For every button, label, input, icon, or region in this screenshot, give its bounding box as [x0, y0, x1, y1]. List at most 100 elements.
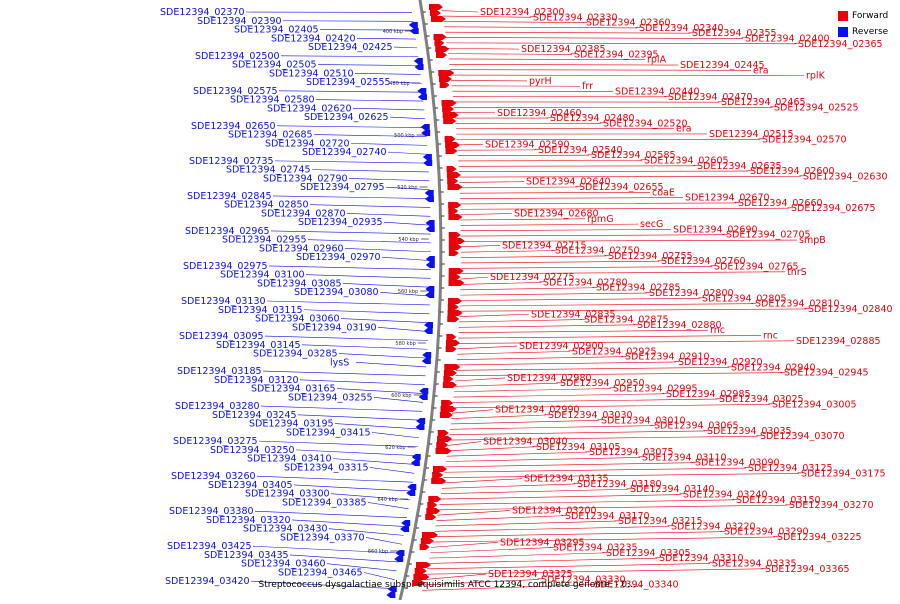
reverse-gene-label: SDE12394_03080 — [294, 287, 379, 298]
forward-gene-label: rplK — [806, 71, 826, 82]
forward-gene-label: SDE12394_02885 — [796, 336, 881, 347]
reverse-gene-label: SDE12394_03385 — [282, 497, 367, 508]
reverse-leader-line — [318, 65, 420, 66]
forward-gene — [449, 238, 465, 244]
reverse-gene-label: SDE12394_02625 — [304, 112, 389, 123]
forward-leader-line — [455, 378, 505, 381]
forward-leader-line — [456, 367, 729, 370]
forward-leader-line — [451, 420, 599, 424]
reverse-gene — [409, 22, 418, 28]
forward-gene — [428, 496, 441, 502]
forward-gene — [441, 400, 453, 406]
forward-gene-label: rplA — [647, 55, 667, 66]
forward-leader-line — [453, 399, 717, 402]
reverse-gene-label: SDE12394_03415 — [286, 427, 371, 438]
forward-gene — [447, 166, 457, 172]
forward-gene — [438, 430, 449, 436]
reverse-leader-line — [372, 432, 419, 438]
reverse-gene — [394, 556, 403, 562]
forward-leader-line — [457, 357, 623, 360]
forward-leader-line — [445, 463, 693, 467]
reverse-leader-line — [364, 572, 395, 579]
forward-leader-line — [458, 335, 761, 338]
forward-gene — [420, 544, 430, 550]
forward-leader-line — [450, 426, 652, 430]
tick-label: 580 kbp — [395, 341, 415, 347]
forward-gene — [436, 448, 452, 454]
forward-leader-line — [442, 484, 575, 488]
reverse-gene-label: SDE12394_02935 — [298, 217, 383, 228]
forward-gene — [448, 208, 458, 214]
reverse-gene-label: SDE12394_03285 — [253, 349, 338, 360]
reverse-gene — [412, 454, 421, 460]
reverse-gene-label: SDE12394_03315 — [284, 462, 369, 473]
reverse-gene — [407, 484, 416, 490]
forward-leader-line — [460, 309, 806, 311]
forward-gene-label: SDE12394_02705 — [726, 230, 811, 241]
reverse-leader-line — [394, 47, 417, 48]
reverse-gene — [414, 58, 423, 64]
forward-gene — [435, 46, 449, 52]
forward-leader-line — [461, 245, 500, 247]
forward-leader-line — [442, 11, 478, 12]
forward-gene — [446, 340, 460, 346]
legend-forward: Forward — [838, 8, 888, 24]
reverse-leader-line — [349, 178, 429, 180]
reverse-gene — [426, 262, 435, 268]
forward-gene — [446, 334, 456, 340]
reverse-leader-line — [277, 126, 426, 128]
forward-leader-line — [460, 214, 512, 215]
forward-gene — [443, 376, 453, 382]
forward-gene-label: SDE12394_02445 — [680, 60, 765, 71]
forward-leader-line — [447, 43, 796, 44]
reverse-leader-line — [283, 21, 413, 22]
reverse-leader-line — [312, 170, 429, 172]
forward-leader-line — [448, 442, 481, 446]
forward-leader-line — [456, 373, 782, 376]
forward-gene — [439, 76, 452, 82]
forward-gene — [425, 514, 436, 520]
forward-gene — [449, 250, 459, 256]
reverse-gene — [416, 418, 425, 424]
forward-gene — [437, 436, 452, 442]
forward-leader-line — [461, 277, 488, 279]
forward-swatch — [838, 11, 848, 21]
forward-gene-label: frr — [582, 81, 593, 92]
forward-leader-line — [437, 510, 510, 515]
forward-gene — [422, 532, 438, 538]
forward-gene-label: SDE12394_02365 — [798, 39, 883, 50]
reverse-gene — [426, 226, 435, 232]
reverse-gene — [425, 190, 434, 196]
forward-gene — [426, 508, 440, 514]
forward-leader-line — [439, 500, 734, 505]
forward-gene-label: thrS — [787, 267, 807, 278]
forward-gene-label: era — [753, 65, 769, 76]
forward-leader-line — [454, 388, 611, 391]
tick-label: 600 kbp — [391, 393, 411, 399]
forward-leader-line — [427, 563, 710, 568]
forward-gene — [436, 442, 448, 448]
forward-leader-line — [460, 304, 753, 306]
forward-leader-line — [449, 64, 678, 65]
forward-gene-label: smpB — [799, 235, 826, 246]
reverse-leader-line — [279, 91, 423, 92]
reverse-leader-line — [273, 196, 430, 199]
forward-gene — [448, 310, 463, 316]
forward-gene-label: SDE12394_02675 — [791, 203, 876, 214]
forward-gene — [442, 100, 457, 106]
forward-leader-line — [425, 574, 486, 579]
forward-gene-label: era — [676, 124, 692, 135]
forward-gene — [447, 172, 461, 178]
legend-reverse-label: Reverse — [852, 27, 888, 37]
forward-leader-line — [461, 267, 712, 269]
legend-forward-label: Forward — [852, 11, 888, 21]
forward-leader-line — [460, 298, 700, 300]
reverse-leader-line — [351, 143, 427, 145]
reverse-leader-line — [382, 257, 431, 260]
forward-gene — [448, 304, 459, 310]
forward-gene-label: SDE12394_02840 — [808, 304, 893, 315]
reverse-gene — [410, 28, 419, 34]
forward-gene — [415, 568, 427, 574]
forward-gene — [447, 316, 459, 322]
